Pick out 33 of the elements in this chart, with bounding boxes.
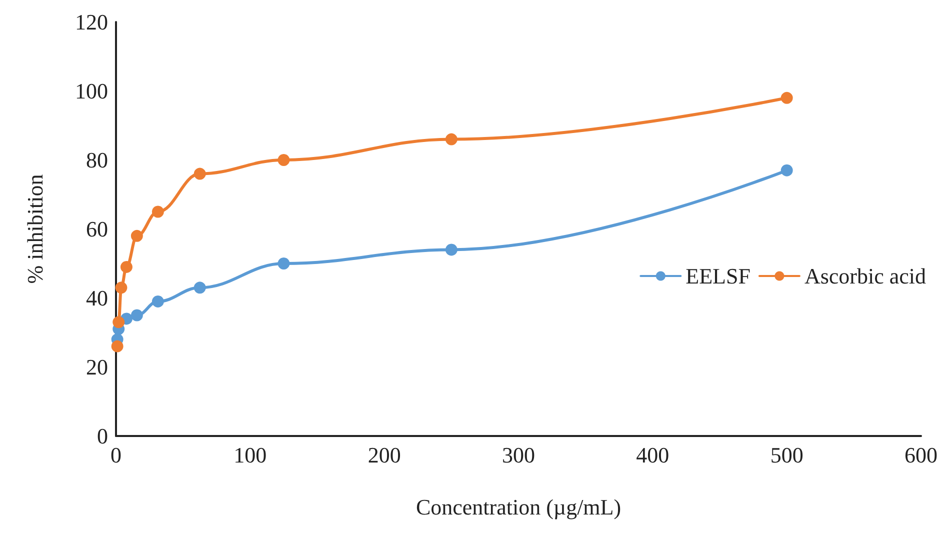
x-axis-title: Concentration (µg/mL) xyxy=(416,494,622,520)
x-tick-label: 200 xyxy=(368,442,401,468)
y-tick-label: 120 xyxy=(75,10,108,34)
legend-label: Ascorbic acid xyxy=(804,264,926,288)
x-tick-label: 600 xyxy=(904,442,938,468)
y-tick-label: 60 xyxy=(86,216,108,242)
point xyxy=(120,260,132,273)
y-tick-label: 80 xyxy=(86,148,108,172)
y-tick-label: 20 xyxy=(86,354,108,380)
point xyxy=(115,282,128,294)
x-tick-label: 100 xyxy=(234,442,267,468)
legend-label: EELSF xyxy=(686,264,750,288)
point xyxy=(130,309,143,322)
y-axis-title: % inhibition xyxy=(22,174,48,284)
point xyxy=(111,340,124,352)
y-tick-label: 100 xyxy=(75,78,108,104)
point xyxy=(112,316,125,328)
point xyxy=(445,244,458,256)
point xyxy=(194,282,206,294)
point xyxy=(780,164,793,176)
point xyxy=(152,206,164,218)
point xyxy=(445,133,458,146)
point xyxy=(130,230,143,242)
point xyxy=(278,154,290,166)
point xyxy=(152,295,164,308)
x-tick-label: 500 xyxy=(770,442,804,468)
y-tick-label: 40 xyxy=(86,286,108,310)
point xyxy=(278,258,290,270)
x-tick-label: 300 xyxy=(502,442,535,468)
point xyxy=(780,92,793,104)
point xyxy=(194,168,206,180)
x-tick-label: 400 xyxy=(636,442,670,468)
y-tick-label: 0 xyxy=(97,424,108,448)
